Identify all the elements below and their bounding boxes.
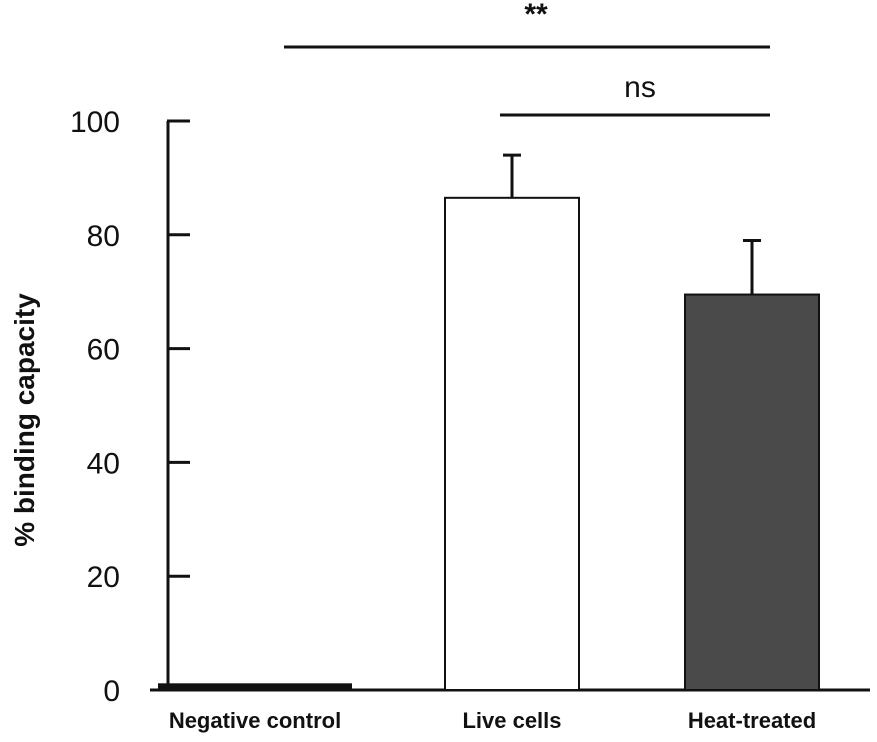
y-tick-label: 0 <box>103 675 120 708</box>
error-bars <box>503 153 761 295</box>
y-tick-label: 80 <box>87 220 120 253</box>
category-label: Negative control <box>169 708 341 733</box>
bars <box>158 196 820 691</box>
category-labels: Negative control Live cells Heat-treated <box>169 708 816 733</box>
y-tick-label: 40 <box>87 447 120 480</box>
y-ticks: 0 20 40 60 80 100 <box>70 106 190 708</box>
bar-live-cells <box>444 196 580 691</box>
significance-brackets: ** ns <box>284 0 770 117</box>
bar-heat-treated <box>684 293 820 691</box>
category-label: Heat-treated <box>688 708 816 733</box>
category-label: Live cells <box>462 708 561 733</box>
significance-label: ** <box>524 0 548 31</box>
y-tick-label: 20 <box>87 561 120 594</box>
y-axis-label: % binding capacity <box>9 293 40 547</box>
significance-label: ns <box>624 71 656 104</box>
bar-negative-control <box>158 683 352 691</box>
y-tick-label: 100 <box>70 106 120 139</box>
y-tick-label: 60 <box>87 334 120 367</box>
